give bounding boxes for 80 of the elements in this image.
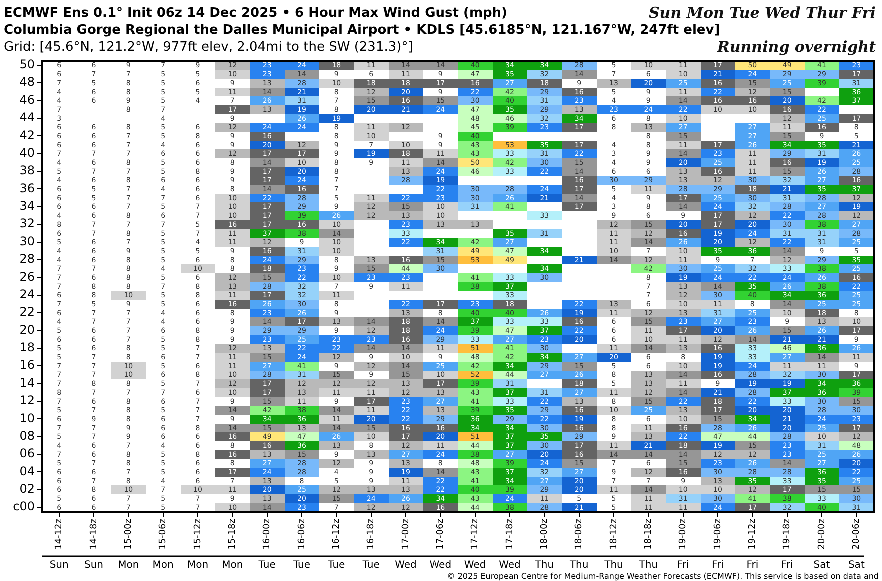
x-tick-label: 16-06z: [297, 518, 308, 550]
y-tick-label: 06: [20, 446, 35, 461]
x-tick-label: 17-18z: [505, 518, 516, 550]
text: Running overnight: [716, 38, 876, 56]
y-tick-label: 34: [20, 199, 35, 214]
text: Sun: [84, 560, 104, 571]
y-tick-label: 36: [20, 181, 35, 196]
y-tick-label: 42: [20, 128, 35, 142]
text: © 2025 European Centre for Medium-Range Weather Forecasts (ECMWF). This service is based on data and: [447, 572, 879, 581]
y-tick-label: 44: [20, 110, 35, 125]
text: Mon: [222, 560, 244, 571]
text: Sat: [814, 560, 830, 571]
y-tick-label: 02: [20, 482, 35, 496]
text: Thu: [568, 560, 589, 571]
text: Thu: [604, 560, 624, 571]
x-tick-label: 14-18z: [89, 518, 100, 550]
text: Fri: [712, 560, 724, 571]
text: Mon: [118, 560, 140, 571]
chart-subtitle: Columbia Gorge Regional the Dalles Municipal Airport • KDLS [45.6185°N, 121.167°W, 247ft elev]: [4, 23, 720, 38]
y-tick-label: 10: [20, 411, 35, 426]
text: Mon: [187, 560, 209, 571]
y-tick-label: 30: [20, 234, 35, 248]
x-tick-label: 17-06z: [436, 518, 446, 550]
y-tick-label: 24: [20, 287, 35, 302]
chart-title: ECMWF Ens 0.1° Init 06z 14 Dec 2025 • 6 Hour Max Wind Gust (mph): [4, 6, 508, 21]
text: Tue: [362, 560, 380, 571]
text: Mon: [152, 560, 174, 571]
y-tick-label: 32: [20, 216, 35, 231]
x-tick-label: 19-00z: [678, 518, 689, 550]
x-tick-label: 15-00z: [124, 518, 134, 550]
text: Sun: [50, 560, 69, 571]
y-tick-label: c00: [13, 500, 35, 514]
y-tick-label: 40: [20, 146, 35, 160]
x-tick-label: 18-12z: [609, 518, 620, 550]
text: Wed: [499, 560, 521, 571]
x-tick-label: 18-00z: [540, 518, 550, 550]
x-tick-label: 16-00z: [262, 518, 273, 550]
x-tick-label: 20-06z: [852, 518, 862, 550]
x-tick-label: 17-12z: [470, 518, 481, 550]
y-tick-label: 26: [20, 270, 35, 284]
text: Fri: [677, 560, 690, 571]
text: Fri: [746, 560, 759, 571]
text: Sun Mon Tue Wed Thur Fri: [648, 4, 876, 22]
x-tick-label: 20-00z: [817, 518, 828, 550]
y-tick-label: 04: [20, 464, 35, 478]
y-tick-label: 50: [20, 58, 35, 72]
y-tick-label: 12: [20, 394, 35, 408]
x-tick-label: 19-12z: [748, 518, 758, 550]
x-tick-label: 17-00z: [401, 518, 412, 550]
text: Sat: [848, 560, 865, 571]
y-tick-label: 16: [20, 358, 35, 372]
text: Wed: [464, 560, 486, 571]
x-tick-label: 14-12z: [54, 518, 65, 550]
text: Grid: [45.6°N, 121.2°W, 977ft elev, 2.04mi to the SW (231.3)°]: [4, 40, 414, 55]
x-tick-label: 16-12z: [332, 518, 342, 550]
y-tick-label: 18: [20, 340, 35, 355]
text: Thu: [638, 560, 658, 571]
x-tick-label: 15-06z: [158, 518, 169, 550]
text: Thu: [534, 560, 554, 571]
y-tick-label: 46: [20, 92, 35, 107]
x-tick-label: 16-18z: [366, 518, 377, 550]
y-tick-label: 08: [20, 428, 35, 443]
y-tick-label: 22: [20, 305, 35, 320]
x-tick-label: 18-06z: [574, 518, 585, 550]
text: Fri: [781, 560, 794, 571]
y-tick-label: 20: [20, 322, 35, 337]
y-tick-label: 28: [20, 252, 35, 266]
x-tick-label: 19-18z: [782, 518, 793, 550]
text: Tue: [327, 560, 346, 571]
y-tick-label: 38: [20, 164, 35, 178]
x-tick-label: 19-06z: [713, 518, 724, 550]
y-tick-label: 48: [20, 75, 35, 90]
x-tick-label: 18-18z: [644, 518, 654, 550]
text: Wed: [430, 560, 452, 571]
text: Tue: [258, 560, 276, 571]
x-tick-label: 15-18z: [228, 518, 238, 550]
x-tick-label: 15-12z: [193, 518, 204, 550]
y-tick-label: 14: [20, 376, 35, 390]
text: Wed: [395, 560, 417, 571]
text: Tue: [292, 560, 311, 571]
